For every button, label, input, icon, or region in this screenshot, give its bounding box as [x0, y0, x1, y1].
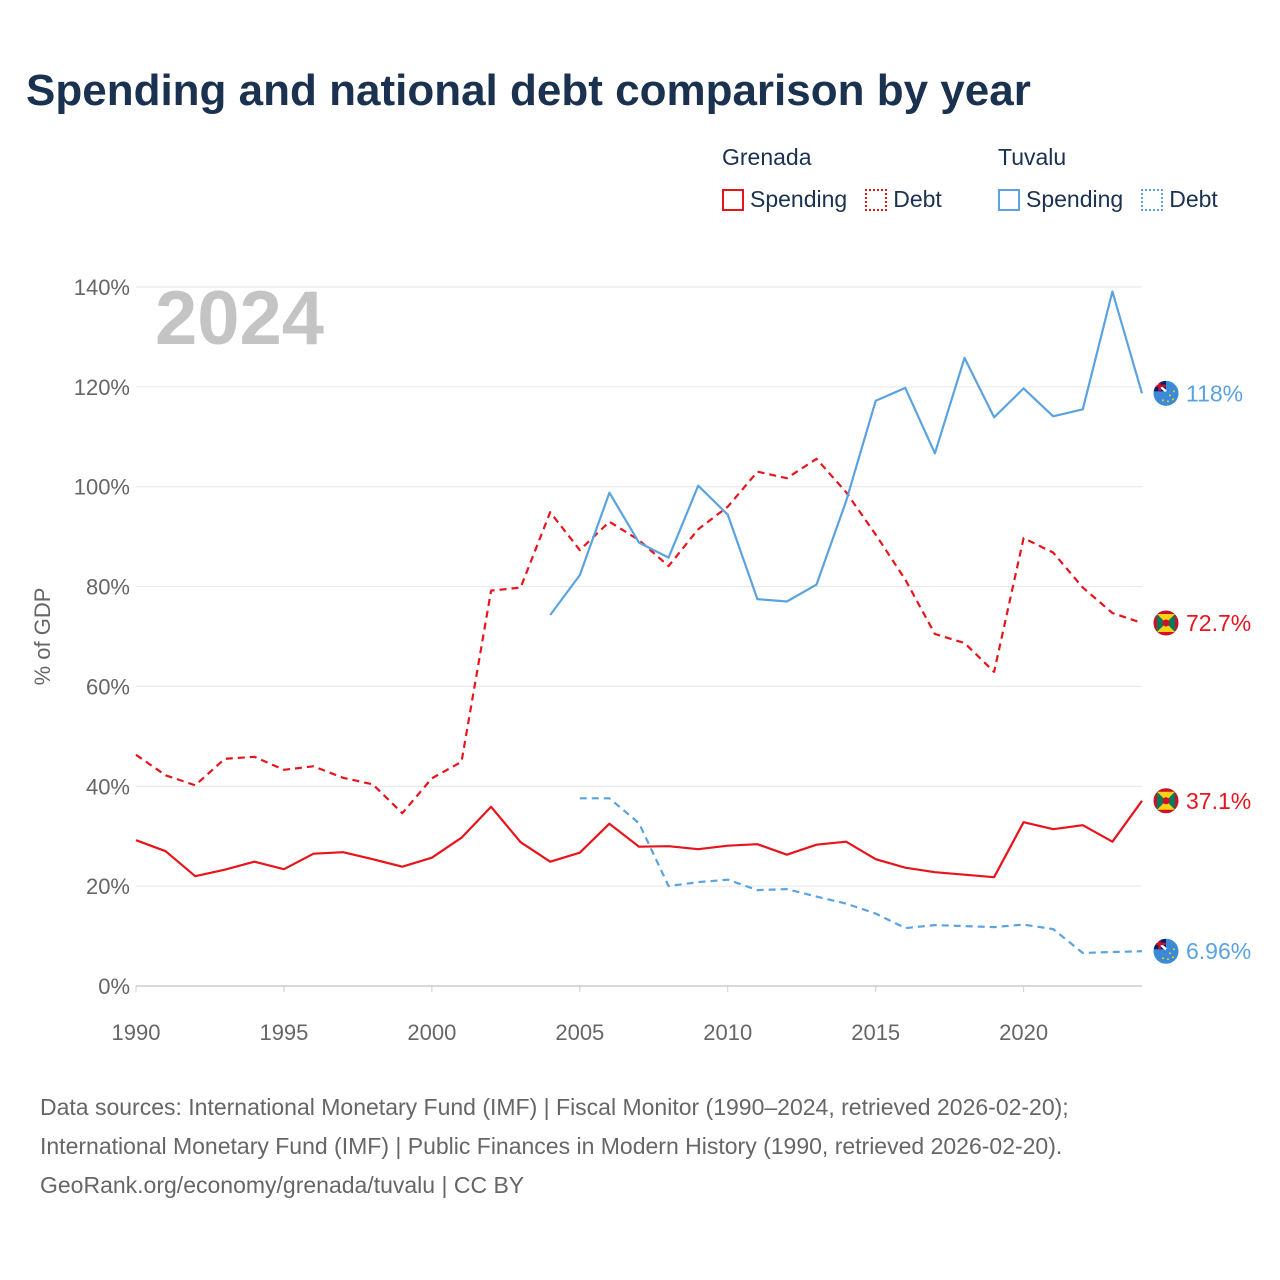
flag-center — [1162, 619, 1170, 627]
flag-star — [1162, 399, 1164, 402]
legend-swatch-grenada-spending — [722, 188, 744, 211]
end-markers: 37.1% 72.7% 118% 6.96% — [1152, 379, 1251, 965]
end-label-tuvalu-debt: 6.96% — [1186, 938, 1251, 964]
series-line-tuvalu-spending — [549, 290, 1144, 616]
flag-outline — [1152, 937, 1180, 965]
legend-country-grenada: Grenada — [722, 144, 812, 170]
y-tick-label: 20% — [86, 874, 130, 899]
y-tick-label: 100% — [74, 475, 130, 500]
footer-source-1: Data sources: International Monetary Fun… — [40, 1094, 1069, 1120]
series-line-tuvalu-debt — [579, 797, 1143, 955]
flag-icon-grenada — [1152, 787, 1180, 815]
x-tick-label: 2020 — [999, 1020, 1048, 1045]
legend-swatch-grenada-debt — [865, 188, 888, 211]
x-tick-label: 1995 — [259, 1020, 308, 1045]
x-tick-label: 1990 — [112, 1020, 161, 1045]
year-watermark: 2024 — [155, 276, 324, 361]
flag-star — [1167, 958, 1169, 961]
legend-group-tuvalu: Tuvalu Spending Debt — [998, 144, 1236, 213]
legend-label-tuvalu-debt: Debt — [1169, 186, 1218, 212]
flag-green-left — [1157, 614, 1166, 633]
y-tick-label: 0% — [98, 974, 130, 999]
line-chart: 2024 0% 20% 40% 60% 80% 100% 120% 140% 1990 1995 2… — [30, 275, 1251, 1045]
flag-star — [1173, 948, 1175, 951]
end-label-grenada-spending: 37.1% — [1186, 788, 1251, 814]
grid-lines — [136, 286, 1142, 887]
x-tick-label: 2015 — [851, 1020, 900, 1045]
axes: 0% 20% 40% 60% 80% 100% 120% 140% 1990 1995 2000 20… — [30, 275, 1142, 1045]
flag-center — [1162, 797, 1170, 805]
footer-source-2: International Monetary Fund (IMF) | Publ… — [40, 1133, 1063, 1159]
chart-title: Spending and national debt comparison by… — [26, 66, 1031, 115]
y-tick-label: 140% — [74, 275, 130, 300]
flag-star — [1172, 956, 1174, 959]
flag-star — [1169, 394, 1171, 397]
flag-icon-grenada — [1152, 609, 1180, 637]
flag-outline — [1152, 787, 1180, 815]
series-line-grenada-debt — [135, 457, 1143, 815]
y-tick-label: 80% — [86, 575, 130, 600]
flag-icon-tuvalu — [1152, 937, 1180, 965]
flag-fill — [1153, 610, 1179, 637]
x-tick-label: 2010 — [703, 1020, 752, 1045]
legend-country-tuvalu: Tuvalu — [998, 144, 1067, 170]
legend-swatch-tuvalu-debt — [1141, 188, 1164, 211]
y-axis-label: % of GDP — [30, 588, 55, 686]
series-lines — [135, 290, 1144, 955]
flag-green-right — [1166, 614, 1175, 633]
flag-fill — [1153, 787, 1179, 814]
flag-star — [1162, 957, 1164, 960]
flag-green-right — [1166, 791, 1175, 810]
legend-item-tuvalu-spending[interactable]: Spending — [998, 186, 1123, 213]
legend-label-grenada-debt: Debt — [893, 186, 942, 212]
flag-outline — [1152, 379, 1180, 407]
flag-star — [1167, 400, 1169, 403]
x-tick-label: 2000 — [407, 1020, 456, 1045]
flag-green-left — [1157, 791, 1166, 810]
x-tick-label: 2005 — [555, 1020, 604, 1045]
y-tick-label: 40% — [86, 774, 130, 799]
legend-item-tuvalu-debt[interactable]: Debt — [1141, 186, 1218, 213]
end-label-grenada-debt: 72.7% — [1186, 610, 1251, 636]
legend-label-tuvalu-spending: Spending — [1026, 186, 1124, 212]
footer: Data sources: International Monetary Fun… — [40, 1088, 1069, 1205]
flag-outline — [1152, 609, 1180, 637]
flag-star — [1173, 390, 1175, 393]
legend-swatch-tuvalu-spending — [998, 188, 1020, 211]
flag-fill — [1153, 938, 1179, 965]
footer-credit[interactable]: GeoRank.org/economy/grenada/tuvalu | CC … — [40, 1172, 525, 1198]
legend-item-grenada-spending[interactable]: Spending — [722, 186, 847, 213]
series-line-grenada-spending — [135, 800, 1143, 879]
legend-item-grenada-debt[interactable]: Debt — [865, 186, 942, 213]
legend-group-grenada: Grenada Spending Debt — [722, 144, 960, 213]
y-tick-label: 120% — [74, 375, 130, 400]
flag-icon-tuvalu — [1152, 379, 1180, 407]
flag-star — [1169, 952, 1171, 955]
legend-label-grenada-spending: Spending — [750, 186, 848, 212]
y-tick-label: 60% — [86, 674, 130, 699]
end-label-tuvalu-spending: 118% — [1186, 380, 1243, 406]
flag-star — [1172, 398, 1174, 401]
